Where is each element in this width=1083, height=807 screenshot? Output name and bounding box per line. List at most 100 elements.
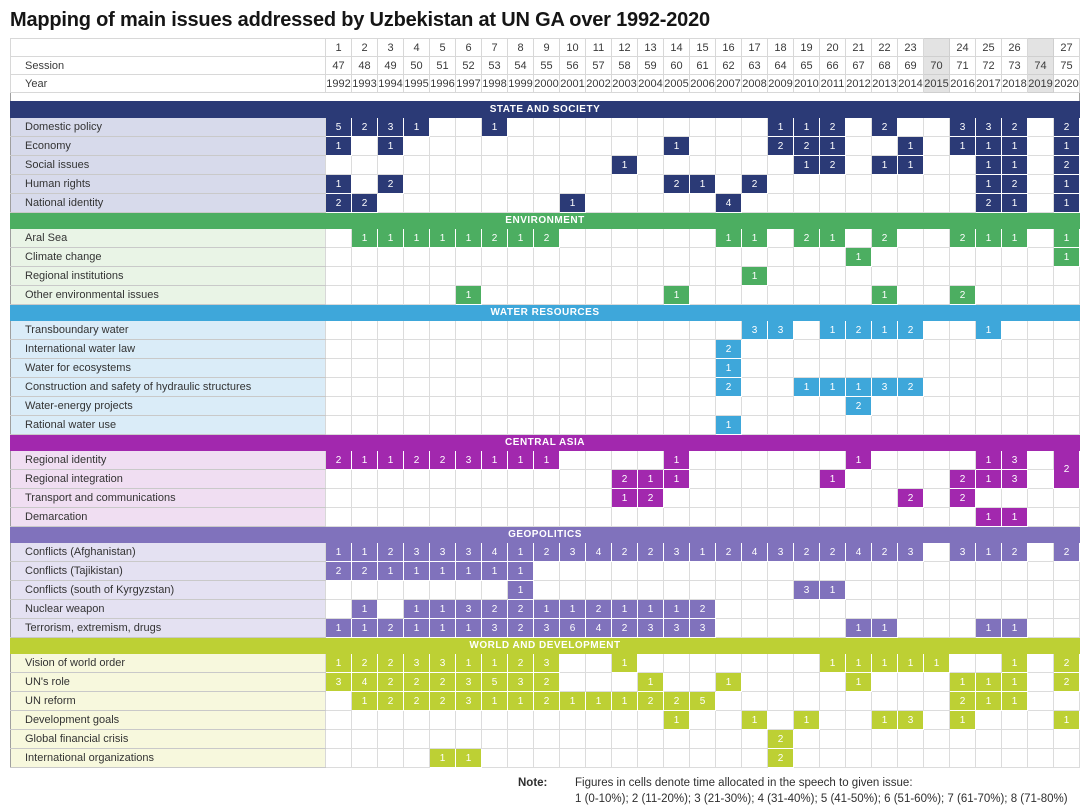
empty-cell <box>793 320 820 340</box>
column-number <box>923 38 950 57</box>
data-cell: 1 <box>1053 136 1080 156</box>
empty-cell <box>715 488 742 508</box>
empty-cell <box>559 136 586 156</box>
issue-row: Water for ecosystems 1 <box>10 358 1080 378</box>
session-cell: 66 <box>819 56 846 75</box>
data-cell: 1 <box>429 599 456 619</box>
empty-cell <box>897 507 924 527</box>
empty-cell <box>741 136 768 156</box>
data-cell: 1 <box>819 136 846 156</box>
empty-cell <box>741 339 768 359</box>
empty-cell <box>923 748 950 768</box>
empty-cell <box>819 266 846 286</box>
empty-cell <box>429 507 456 527</box>
empty-cell <box>429 580 456 600</box>
empty-cell <box>429 155 456 175</box>
data-cell: 2 <box>611 469 638 489</box>
issue-row: Demarcation 1 1 <box>10 507 1080 527</box>
data-cell: 2 <box>793 136 820 156</box>
empty-cell <box>1001 396 1028 416</box>
empty-cell <box>637 450 664 470</box>
empty-cell <box>689 117 716 137</box>
column-number: 15 <box>689 38 716 57</box>
data-cell: 2 <box>481 228 508 248</box>
data-cell: 1 <box>1053 247 1080 267</box>
data-cell: 1 <box>403 561 430 581</box>
column-number: 21 <box>845 38 872 57</box>
empty-cell <box>767 193 794 213</box>
empty-cell <box>767 653 794 673</box>
empty-cell <box>637 174 664 194</box>
empty-cell <box>325 155 352 175</box>
empty-cell <box>559 507 586 527</box>
empty-cell <box>871 247 898 267</box>
empty-cell <box>585 580 612 600</box>
empty-cell <box>429 193 456 213</box>
data-cell: 3 <box>663 618 690 638</box>
empty-cell <box>923 691 950 711</box>
data-cell: 1 <box>975 542 1002 562</box>
data-cell: 1 <box>481 653 508 673</box>
data-cell: 1 <box>403 599 430 619</box>
empty-cell <box>715 469 742 489</box>
empty-cell <box>377 193 404 213</box>
row-label: National identity <box>10 193 326 213</box>
empty-cell <box>507 748 534 768</box>
empty-cell <box>741 580 768 600</box>
data-cell: 2 <box>845 320 872 340</box>
data-cell: 5 <box>689 691 716 711</box>
empty-cell <box>403 507 430 527</box>
data-cell: 1 <box>377 136 404 156</box>
row-label: Rational water use <box>10 415 326 435</box>
empty-cell <box>845 285 872 305</box>
column-number: 6 <box>455 38 482 57</box>
header-row-number: 1 2 3 4 5 6 7 8 9 10 11 12 13 14 15 16 17 18 19 20 21 22 23 24 2… <box>10 38 1080 57</box>
session-cell: 67 <box>845 56 872 75</box>
row-label: Climate change <box>10 247 326 267</box>
empty-cell <box>715 507 742 527</box>
empty-cell <box>715 748 742 768</box>
empty-cell <box>689 358 716 378</box>
chart-title: Mapping of main issues addressed by Uzbe… <box>10 9 710 31</box>
empty-cell <box>975 488 1002 508</box>
empty-cell <box>611 320 638 340</box>
data-cell: 1 <box>559 193 586 213</box>
empty-cell <box>975 710 1002 730</box>
empty-cell <box>455 580 482 600</box>
empty-cell <box>507 247 534 267</box>
empty-cell <box>741 672 768 692</box>
column-number: 9 <box>533 38 560 57</box>
column-number: 1 <box>325 38 352 57</box>
empty-cell <box>637 358 664 378</box>
empty-cell <box>481 488 508 508</box>
empty-cell <box>429 339 456 359</box>
empty-cell <box>351 488 378 508</box>
empty-cell <box>481 320 508 340</box>
empty-cell <box>715 450 742 470</box>
empty-cell <box>481 415 508 435</box>
data-cell: 3 <box>429 542 456 562</box>
empty-cell <box>533 285 560 305</box>
empty-cell <box>1053 618 1080 638</box>
data-cell: 2 <box>611 542 638 562</box>
empty-cell <box>741 415 768 435</box>
empty-cell <box>897 117 924 137</box>
row-label: Construction and safety of hydraulic str… <box>10 377 326 397</box>
empty-cell <box>1027 117 1054 137</box>
row-label: Water for ecosystems <box>10 358 326 378</box>
data-cell: 3 <box>455 450 482 470</box>
data-cell: 1 <box>793 155 820 175</box>
empty-cell <box>975 415 1002 435</box>
empty-cell <box>715 599 742 619</box>
row-label: Demarcation <box>10 507 326 527</box>
header-row-year: Year 1992 1993 1994 1995 1996 1997 1998 1999 2000… <box>10 74 1080 93</box>
row-label: Conflicts (Afghanistan) <box>10 542 326 562</box>
empty-cell <box>1053 599 1080 619</box>
empty-cell <box>455 507 482 527</box>
empty-cell <box>741 450 768 470</box>
session-cell: 48 <box>351 56 378 75</box>
empty-cell <box>481 396 508 416</box>
empty-cell <box>897 193 924 213</box>
year-cell: 1997 <box>455 74 482 93</box>
empty-cell <box>1053 415 1080 435</box>
